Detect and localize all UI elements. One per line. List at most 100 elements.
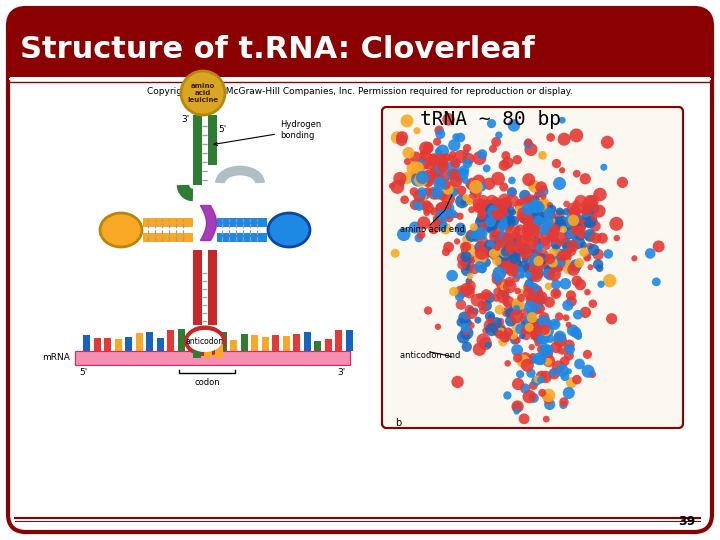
Circle shape xyxy=(522,173,535,186)
Circle shape xyxy=(474,246,489,260)
Circle shape xyxy=(431,165,444,178)
Circle shape xyxy=(492,294,500,302)
Circle shape xyxy=(491,200,499,208)
Circle shape xyxy=(509,257,522,270)
Circle shape xyxy=(554,257,567,270)
Circle shape xyxy=(456,222,466,233)
Circle shape xyxy=(495,278,502,286)
Circle shape xyxy=(531,245,541,255)
Circle shape xyxy=(535,202,545,212)
Circle shape xyxy=(411,161,424,174)
Circle shape xyxy=(518,206,525,213)
Circle shape xyxy=(548,224,560,237)
Circle shape xyxy=(466,308,477,319)
Circle shape xyxy=(593,205,606,218)
Circle shape xyxy=(524,138,532,146)
Bar xyxy=(217,218,267,227)
Circle shape xyxy=(565,214,577,225)
Circle shape xyxy=(433,177,447,190)
Circle shape xyxy=(588,299,597,308)
Circle shape xyxy=(465,280,476,291)
Circle shape xyxy=(527,293,539,304)
Circle shape xyxy=(507,187,517,197)
Circle shape xyxy=(537,335,546,345)
Circle shape xyxy=(521,328,528,335)
Circle shape xyxy=(472,235,479,242)
Circle shape xyxy=(523,217,535,228)
Circle shape xyxy=(516,263,525,272)
Circle shape xyxy=(505,308,514,318)
Circle shape xyxy=(564,259,571,266)
Circle shape xyxy=(529,353,536,360)
Circle shape xyxy=(536,201,543,208)
Circle shape xyxy=(562,218,575,230)
Circle shape xyxy=(567,325,579,336)
Circle shape xyxy=(588,244,600,256)
Circle shape xyxy=(529,203,542,216)
Circle shape xyxy=(492,327,502,336)
Circle shape xyxy=(531,304,541,315)
Circle shape xyxy=(443,184,454,195)
Circle shape xyxy=(490,197,502,208)
Circle shape xyxy=(556,207,564,215)
Circle shape xyxy=(580,241,587,249)
Circle shape xyxy=(492,275,500,284)
Circle shape xyxy=(496,206,508,217)
Circle shape xyxy=(513,246,526,260)
Bar xyxy=(143,218,193,227)
Circle shape xyxy=(446,181,458,194)
Circle shape xyxy=(575,230,585,240)
Circle shape xyxy=(488,322,498,333)
Circle shape xyxy=(494,212,500,219)
Circle shape xyxy=(523,262,536,275)
FancyBboxPatch shape xyxy=(382,107,683,428)
Circle shape xyxy=(390,180,405,194)
Circle shape xyxy=(410,187,418,196)
Circle shape xyxy=(555,312,563,321)
Text: tRNA ~ 80 bp: tRNA ~ 80 bp xyxy=(420,110,561,129)
Circle shape xyxy=(524,143,538,156)
Circle shape xyxy=(496,202,508,214)
FancyBboxPatch shape xyxy=(382,107,683,428)
Circle shape xyxy=(422,202,434,214)
Circle shape xyxy=(490,252,498,260)
Circle shape xyxy=(516,323,526,335)
Circle shape xyxy=(546,253,555,261)
Bar xyxy=(75,351,350,365)
Circle shape xyxy=(531,322,540,330)
Circle shape xyxy=(505,250,517,262)
Circle shape xyxy=(529,256,538,265)
Circle shape xyxy=(496,327,506,337)
Circle shape xyxy=(564,344,575,354)
Circle shape xyxy=(537,345,546,354)
Circle shape xyxy=(523,230,534,242)
Circle shape xyxy=(446,270,458,281)
Circle shape xyxy=(531,249,538,256)
Circle shape xyxy=(484,319,496,332)
Circle shape xyxy=(428,187,441,200)
Circle shape xyxy=(588,264,593,271)
Circle shape xyxy=(433,138,441,146)
Circle shape xyxy=(470,223,478,231)
Circle shape xyxy=(487,202,498,214)
Circle shape xyxy=(526,225,536,235)
Bar xyxy=(94,338,101,351)
Circle shape xyxy=(474,316,482,323)
Ellipse shape xyxy=(186,328,224,354)
Circle shape xyxy=(513,305,520,312)
Circle shape xyxy=(536,200,541,206)
Circle shape xyxy=(544,254,555,264)
Circle shape xyxy=(418,217,431,230)
Circle shape xyxy=(502,209,513,221)
Circle shape xyxy=(430,207,438,215)
Circle shape xyxy=(531,201,539,209)
Circle shape xyxy=(445,213,454,222)
Circle shape xyxy=(492,211,502,220)
Circle shape xyxy=(401,172,413,184)
Circle shape xyxy=(559,341,567,348)
Circle shape xyxy=(420,152,427,158)
Circle shape xyxy=(477,149,487,159)
Circle shape xyxy=(526,223,534,231)
Circle shape xyxy=(508,177,516,184)
Circle shape xyxy=(485,323,498,336)
